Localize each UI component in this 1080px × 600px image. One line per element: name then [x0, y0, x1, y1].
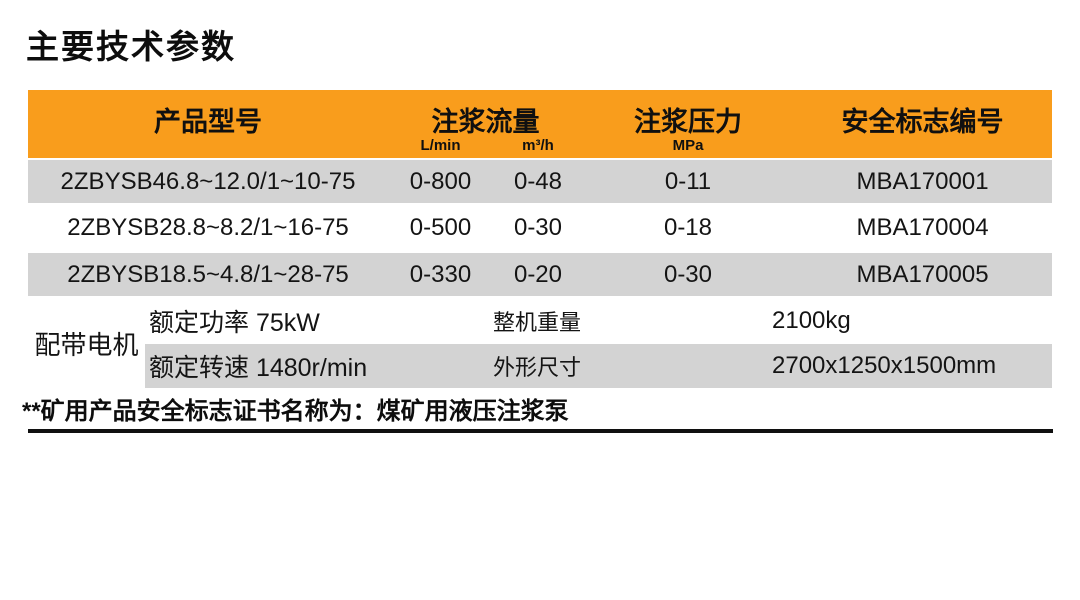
- header-product-model: 产品型号: [28, 90, 388, 158]
- bottom-rule: [28, 429, 1053, 433]
- cell-pressure: 0-11: [664, 167, 712, 195]
- cell-flow-m3h: 0-30: [513, 214, 563, 241]
- header-product-model-label: 产品型号: [154, 107, 262, 137]
- cell-model: 2ZBYSB46.8~12.0/1~10-75: [60, 167, 356, 195]
- header-pressure-label: 注浆压力: [634, 107, 742, 137]
- page-title: 主要技术参数: [26, 28, 236, 65]
- header-safety-no: 安全标志编号: [793, 90, 1052, 158]
- motor-rated-speed: 额定转速 1480r/min: [149, 354, 368, 382]
- cell-pressure: 0-18: [663, 214, 713, 241]
- table-row: 2ZBYSB28.8~8.2/1~16-75 0-500 0-30 0-18 M…: [28, 205, 1052, 251]
- cell-safety-no: MBA170001: [856, 167, 989, 195]
- machine-weight-label: 整机重量: [493, 310, 582, 335]
- table-row: 2ZBYSB46.8~12.0/1~10-75 0-800 0-48 0-11 …: [28, 160, 1052, 203]
- cell-model: 2ZBYSB18.5~4.8/1~28-75: [67, 260, 349, 288]
- motor-row-power: 额定功率 75kW 整机重量 2100kg: [145, 298, 1052, 344]
- spec-table: 产品型号 注浆流量 L/min m³/h 注浆压力 MPa 安全标志编号 2Z: [28, 90, 1052, 388]
- header-flow-unit-lmin: L/min: [420, 137, 461, 154]
- cell-flow-lmin: 0-800: [409, 167, 472, 195]
- header-pressure-units: MPa: [583, 138, 793, 153]
- header-flow-unit-m3h: m³/h: [522, 137, 554, 154]
- motor-section: 配带电机 额定功率 75kW 整机重量 2100kg 额定转速 1480r/mi…: [28, 298, 1052, 388]
- cell-flow-lmin: 0-500: [409, 214, 472, 241]
- header-flow-label: 注浆流量: [431, 107, 540, 137]
- footnote: **矿用产品安全标志证书名称为：煤矿用液压注浆泵: [22, 398, 569, 425]
- motor-label: 配带电机: [34, 329, 139, 360]
- cell-safety-no: MBA170004: [856, 214, 989, 241]
- cell-model: 2ZBYSB28.8~8.2/1~16-75: [67, 214, 349, 241]
- motor-row-speed: 额定转速 1480r/min 外形尺寸 2700x1250x1500mm: [145, 344, 1052, 388]
- cell-safety-no: MBA170005: [856, 260, 989, 288]
- header-flow-units: L/min m³/h: [388, 138, 583, 153]
- header-pressure: 注浆压力 MPa: [583, 90, 793, 158]
- motor-rows: 额定功率 75kW 整机重量 2100kg 额定转速 1480r/min 外形尺…: [145, 298, 1052, 388]
- cell-flow-m3h: 0-20: [513, 260, 563, 288]
- machine-weight-value: 2100kg: [772, 307, 851, 334]
- table-row: 2ZBYSB18.5~4.8/1~28-75 0-330 0-20 0-30 M…: [28, 253, 1052, 296]
- dimensions-label: 外形尺寸: [493, 355, 582, 380]
- cell-flow-lmin: 0-330: [409, 260, 472, 288]
- dimensions-value: 2700x1250x1500mm: [772, 352, 997, 379]
- header-flow: 注浆流量 L/min m³/h: [388, 90, 583, 158]
- motor-rated-power: 额定功率 75kW: [149, 309, 320, 337]
- header-pressure-unit-mpa: MPa: [672, 137, 704, 154]
- header-safety-no-label: 安全标志编号: [841, 107, 1004, 137]
- cell-flow-m3h: 0-48: [513, 167, 563, 195]
- cell-pressure: 0-30: [663, 260, 713, 288]
- table-header-row: 产品型号 注浆流量 L/min m³/h 注浆压力 MPa 安全标志编号: [28, 90, 1052, 158]
